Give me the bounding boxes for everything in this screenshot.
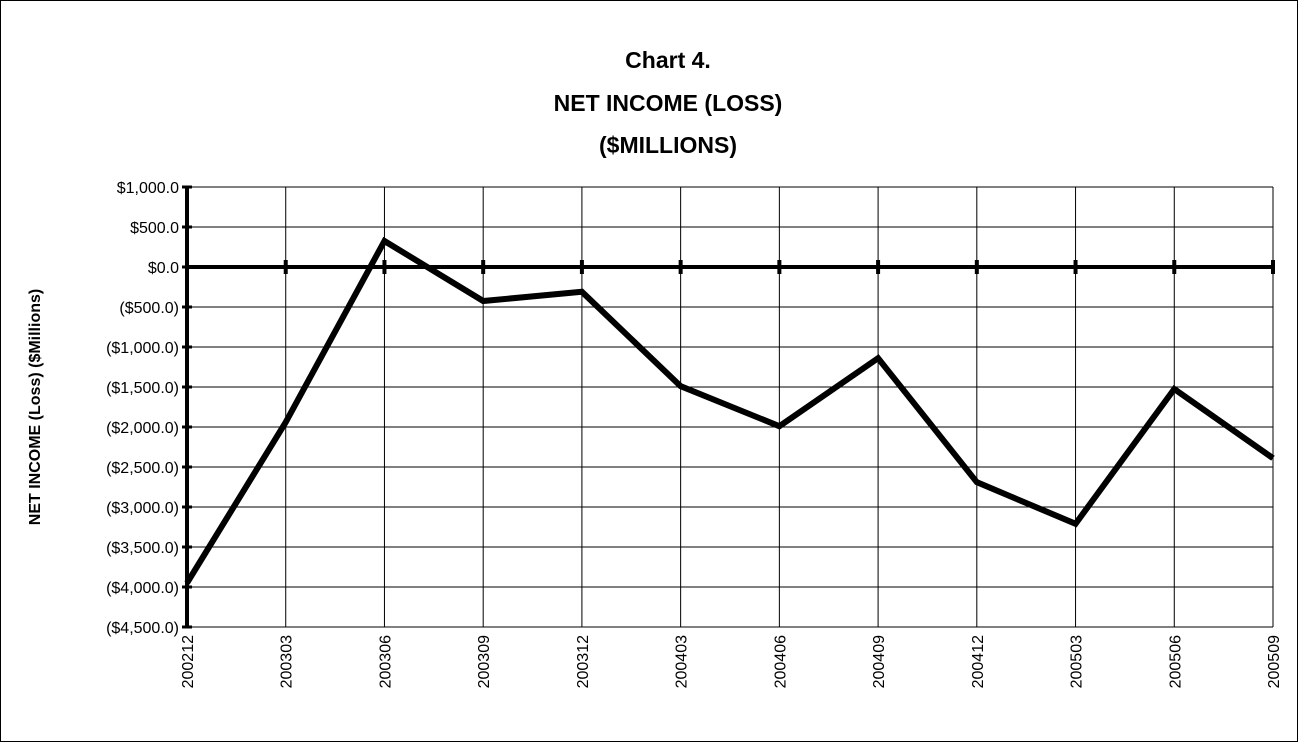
x-tick-label: 200503: [1069, 635, 1086, 688]
y-tick-label: ($2,500.0): [106, 460, 179, 477]
x-tick-label: 200306: [377, 635, 394, 688]
chart-title: NET INCOME (LOSS): [554, 90, 783, 116]
y-tick-label: $0.0: [148, 260, 179, 277]
x-tick-label: 200506: [1167, 635, 1184, 688]
x-tick-label: 200309: [476, 635, 493, 688]
chart-title: ($MILLIONS): [599, 132, 737, 158]
y-tick-label: ($3,500.0): [106, 540, 179, 557]
x-tick-label: 200303: [279, 635, 296, 688]
y-tick-label: ($4,000.0): [106, 580, 179, 597]
x-tick-label: 200312: [575, 635, 592, 688]
y-tick-label: ($3,000.0): [106, 500, 179, 517]
y-tick-label: $500.0: [130, 220, 179, 237]
x-tick-label: 200403: [674, 635, 691, 688]
y-tick-label: ($500.0): [119, 300, 179, 317]
y-tick-label: ($1,000.0): [106, 340, 179, 357]
data-line: [184, 236, 1275, 585]
y-tick-label: $1,000.0: [117, 180, 179, 197]
x-tick-label: 200509: [1266, 635, 1283, 688]
y-tick-label: ($4,500.0): [106, 620, 179, 637]
x-tick-label: 200409: [871, 635, 888, 688]
x-tick-label: 200406: [772, 635, 789, 688]
chart-title: Chart 4.: [625, 47, 711, 73]
y-tick-label: ($1,500.0): [106, 380, 179, 397]
x-tick-label: 200212: [180, 635, 197, 688]
y-axis-label: NET INCOME (Loss) ($Millions): [27, 289, 44, 525]
y-tick-label: ($2,000.0): [106, 420, 179, 437]
x-tick-label: 200412: [970, 635, 987, 688]
